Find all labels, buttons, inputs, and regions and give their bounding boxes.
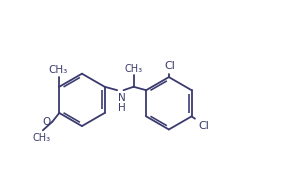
Text: N
H: N H: [118, 93, 126, 113]
Text: CH₃: CH₃: [33, 133, 51, 143]
Text: Cl: Cl: [198, 121, 209, 131]
Text: O: O: [42, 117, 50, 127]
Text: Cl: Cl: [165, 61, 175, 71]
Text: CH₃: CH₃: [125, 64, 143, 74]
Text: CH₃: CH₃: [49, 65, 68, 75]
